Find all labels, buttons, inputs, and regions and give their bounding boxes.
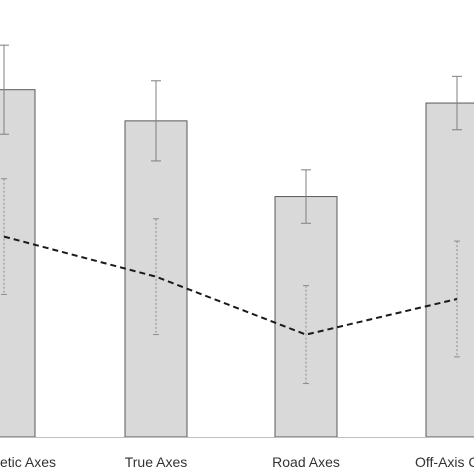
category-label-2: Road Axes xyxy=(272,454,340,470)
bar-0 xyxy=(0,89,36,438)
category-label-0: etic Axes xyxy=(0,454,56,470)
bar-3 xyxy=(425,102,474,438)
bar-2 xyxy=(274,196,338,438)
bars-layer xyxy=(0,89,474,438)
dashed-line-series xyxy=(3,235,458,336)
line-error-layer xyxy=(1,178,460,385)
line-layer xyxy=(3,235,458,336)
category-label-1: True Axes xyxy=(125,454,188,470)
bar-error-layer xyxy=(0,44,462,224)
category-labels: etic Axes True Axes Road Axes Off-Axis C xyxy=(0,454,474,470)
category-label-3: Off-Axis C xyxy=(415,454,474,470)
